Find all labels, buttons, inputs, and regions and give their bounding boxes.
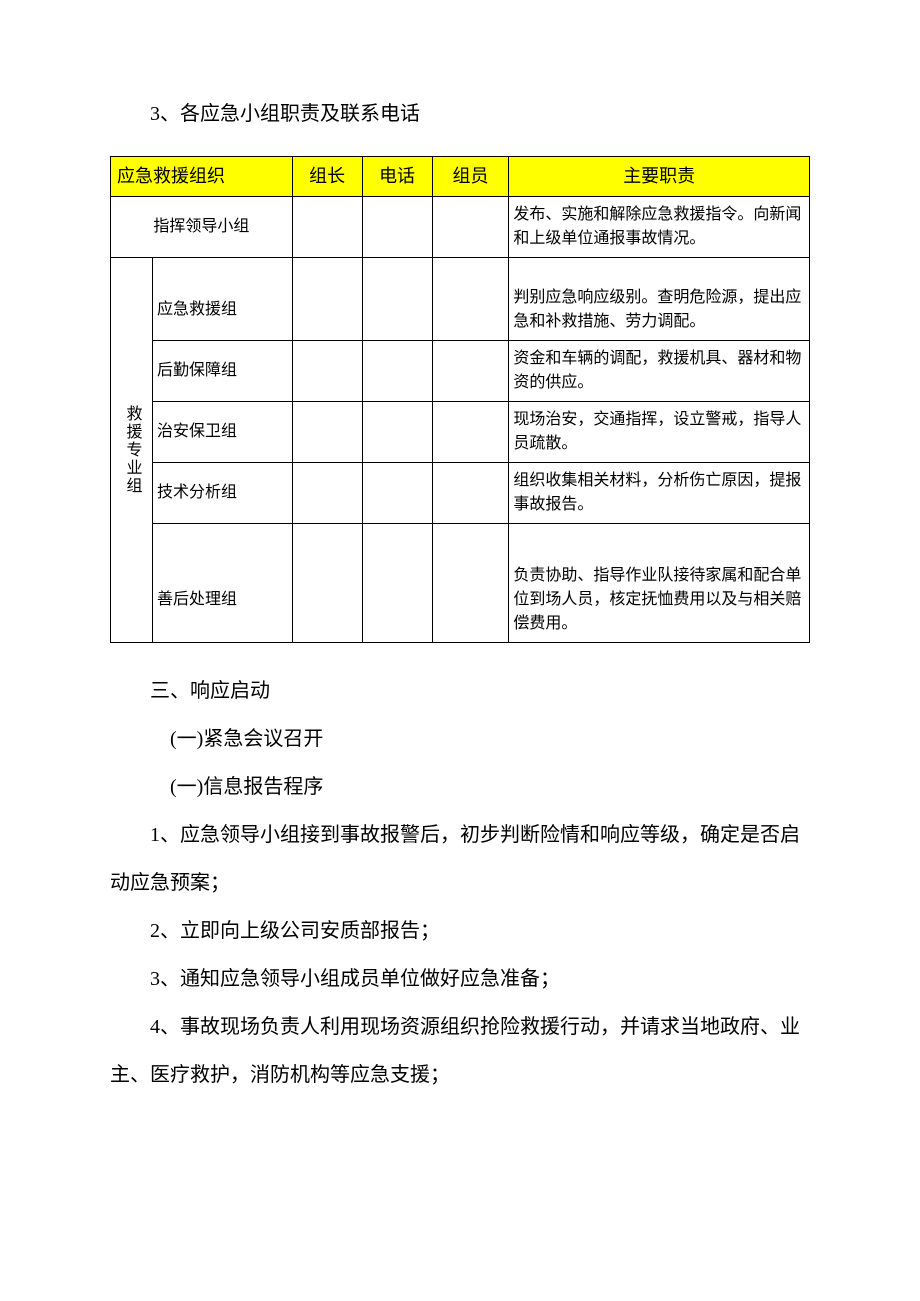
table-row: 指挥领导小组 发布、实施和解除应急救援指令。向新闻和上级单位通报事故情况。	[111, 197, 810, 258]
section3-heading: 三、响应启动	[110, 667, 810, 715]
cell-duty: 负责协助、指导作业队接待家属和配合单位到场人员，核定抚恤费用以及与相关赔偿费用。	[509, 524, 810, 643]
cell-org-rescue: 应急救援组	[152, 258, 292, 341]
responsibility-table: 应急救援组织 组长 电话 组员 主要职责 指挥领导小组 发布、实施和解除应急救援…	[110, 156, 810, 643]
table-row: 后勤保障组 资金和车辆的调配，救援机具、器材和物资的供应。	[111, 341, 810, 402]
cell-org-command: 指挥领导小组	[111, 197, 293, 258]
cell-member	[432, 197, 509, 258]
cell-duty: 判别应急响应级别。查明危险源，提出应急和补救措施、劳力调配。	[509, 258, 810, 341]
cell-leader	[292, 524, 362, 643]
table-row: 救援专业组 应急救援组 判别应急响应级别。查明危险源，提出应急和补救措施、劳力调…	[111, 258, 810, 341]
table-header-row: 应急救援组织 组长 电话 组员 主要职责	[111, 157, 810, 197]
cell-duty: 发布、实施和解除应急救援指令。向新闻和上级单位通报事故情况。	[509, 197, 810, 258]
cell-phone	[362, 258, 432, 341]
th-member: 组员	[432, 157, 509, 197]
section3-p1: 1、应急领导小组接到事故报警后，初步判断险情和响应等级，确定是否启动应急预案；	[110, 811, 810, 907]
cell-phone	[362, 197, 432, 258]
cell-phone	[362, 402, 432, 463]
th-leader: 组长	[292, 157, 362, 197]
document-page: 3、各应急小组职责及联系电话 应急救援组织 组长 电话 组员 主要职责 指挥领导…	[0, 0, 920, 1179]
cell-org-security: 治安保卫组	[152, 402, 292, 463]
th-duty: 主要职责	[509, 157, 810, 197]
cell-org-logistics: 后勤保障组	[152, 341, 292, 402]
cell-org-technical: 技术分析组	[152, 463, 292, 524]
cell-member	[432, 341, 509, 402]
cell-duty: 组织收集相关材料，分析伤亡原因，提报事故报告。	[509, 463, 810, 524]
section3-sub2: (一)信息报告程序	[110, 763, 810, 811]
th-org: 应急救援组织	[111, 157, 293, 197]
th-phone: 电话	[362, 157, 432, 197]
cell-phone	[362, 341, 432, 402]
table-row: 善后处理组 负责协助、指导作业队接待家属和配合单位到场人员，核定抚恤费用以及与相…	[111, 524, 810, 643]
section3-p3: 3、通知应急领导小组成员单位做好应急准备；	[110, 955, 810, 1003]
cell-member	[432, 402, 509, 463]
cell-leader	[292, 258, 362, 341]
table-row: 技术分析组 组织收集相关材料，分析伤亡原因，提报事故报告。	[111, 463, 810, 524]
cell-phone	[362, 463, 432, 524]
cell-leader	[292, 197, 362, 258]
section3-p2: 2、立即向上级公司安质部报告；	[110, 907, 810, 955]
section3-sub1: (一)紧急会议召开	[110, 715, 810, 763]
cell-duty: 现场治安，交通指挥，设立警戒，指导人员疏散。	[509, 402, 810, 463]
cell-leader	[292, 463, 362, 524]
cell-member	[432, 463, 509, 524]
cell-duty: 资金和车辆的调配，救援机具、器材和物资的供应。	[509, 341, 810, 402]
cell-rescue-group-label: 救援专业组	[111, 258, 153, 643]
cell-phone	[362, 524, 432, 643]
table-row: 治安保卫组 现场治安，交通指挥，设立警戒，指导人员疏散。	[111, 402, 810, 463]
cell-leader	[292, 402, 362, 463]
section3-p4: 4、事故现场负责人利用现场资源组织抢险救援行动，并请求当地政府、业主、医疗救护，…	[110, 1003, 810, 1099]
cell-leader	[292, 341, 362, 402]
cell-member	[432, 258, 509, 341]
cell-org-aftermath: 善后处理组	[152, 524, 292, 643]
cell-member	[432, 524, 509, 643]
heading-table: 3、各应急小组职责及联系电话	[110, 90, 810, 138]
